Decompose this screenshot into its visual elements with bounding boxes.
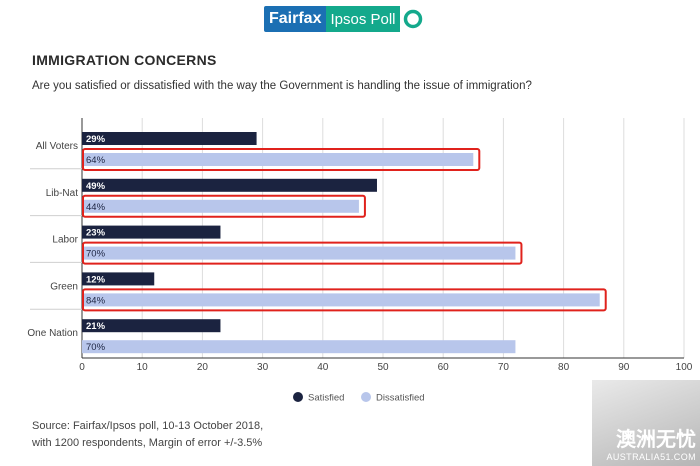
category-label: Lib-Nat xyxy=(46,188,78,199)
x-tick-label: 70 xyxy=(498,362,510,373)
bar-label-satisfied: 12% xyxy=(86,274,106,285)
bar-label-satisfied: 21% xyxy=(86,321,106,332)
legend-label-dissatisfied: Dissatisfied xyxy=(376,393,425,404)
source-line: with 1200 respondents, Margin of error +… xyxy=(32,437,263,449)
bar-label-dissatisfied: 64% xyxy=(86,155,106,166)
bar-label-dissatisfied: 70% xyxy=(86,249,106,260)
x-tick-label: 80 xyxy=(558,362,570,373)
highlight-box xyxy=(82,148,481,171)
bar-satisfied xyxy=(82,225,221,239)
x-tick-label: 50 xyxy=(377,362,389,373)
x-tick-label: 0 xyxy=(79,362,85,373)
highlight-box xyxy=(82,194,366,218)
x-tick-label: 10 xyxy=(137,362,149,373)
category-label: Green xyxy=(50,281,78,292)
bar-dissatisfied xyxy=(82,293,600,307)
x-tick-label: 60 xyxy=(438,362,450,373)
bar-label-dissatisfied: 44% xyxy=(86,202,106,213)
bar-label-satisfied: 23% xyxy=(86,228,106,239)
watermark-logo: 澳洲无忧 AUSTRALIA51.COM xyxy=(592,380,700,466)
source-line: Source: Fairfax/Ipsos poll, 10-13 Octobe… xyxy=(32,420,264,432)
category-label: One Nation xyxy=(27,328,78,339)
bar-label-satisfied: 49% xyxy=(86,181,106,192)
category-label: Labor xyxy=(52,235,78,246)
bar-dissatisfied xyxy=(82,340,516,354)
watermark-cn-text: 澳洲无忧 xyxy=(616,429,696,451)
bar-dissatisfied xyxy=(82,153,474,166)
source-note: Source: Fairfax/Ipsos poll, 10-13 Octobe… xyxy=(32,418,263,452)
x-tick-label: 30 xyxy=(257,362,269,373)
bar-satisfied xyxy=(82,178,377,192)
fairfax-ipsos-logo: Fairfax Ipsos Poll xyxy=(264,6,426,32)
bar-dissatisfied xyxy=(82,199,359,213)
bar-satisfied xyxy=(82,132,257,145)
x-tick-label: 90 xyxy=(618,362,630,373)
watermark-en-text: AUSTRALIA51.COM xyxy=(606,452,696,462)
survey-question: Are you satisfied or dissatisfied with t… xyxy=(32,80,532,92)
chart-heading: IMMIGRATION CONCERNS xyxy=(32,52,217,68)
ipsos-ring-icon xyxy=(399,6,426,32)
bar-label-satisfied: 29% xyxy=(86,134,106,145)
x-tick-label: 20 xyxy=(197,362,209,373)
legend-marker-dissatisfied xyxy=(361,392,371,402)
highlight-box xyxy=(82,241,523,265)
bar-label-dissatisfied: 70% xyxy=(86,342,106,353)
highlight-box xyxy=(82,288,607,312)
x-tick-label: 100 xyxy=(676,362,693,373)
legend-marker-satisfied xyxy=(293,392,303,402)
bar-satisfied xyxy=(82,272,155,286)
legend-label-satisfied: Satisfied xyxy=(308,393,344,404)
bar-label-dissatisfied: 84% xyxy=(86,295,106,306)
category-label: All Voters xyxy=(36,141,78,152)
bar-dissatisfied xyxy=(82,246,516,260)
bar-satisfied xyxy=(82,319,221,333)
logo-fairfax-text: Fairfax xyxy=(264,6,327,32)
logo-ipsos-text: Ipsos Poll xyxy=(326,6,400,32)
x-tick-label: 40 xyxy=(317,362,329,373)
